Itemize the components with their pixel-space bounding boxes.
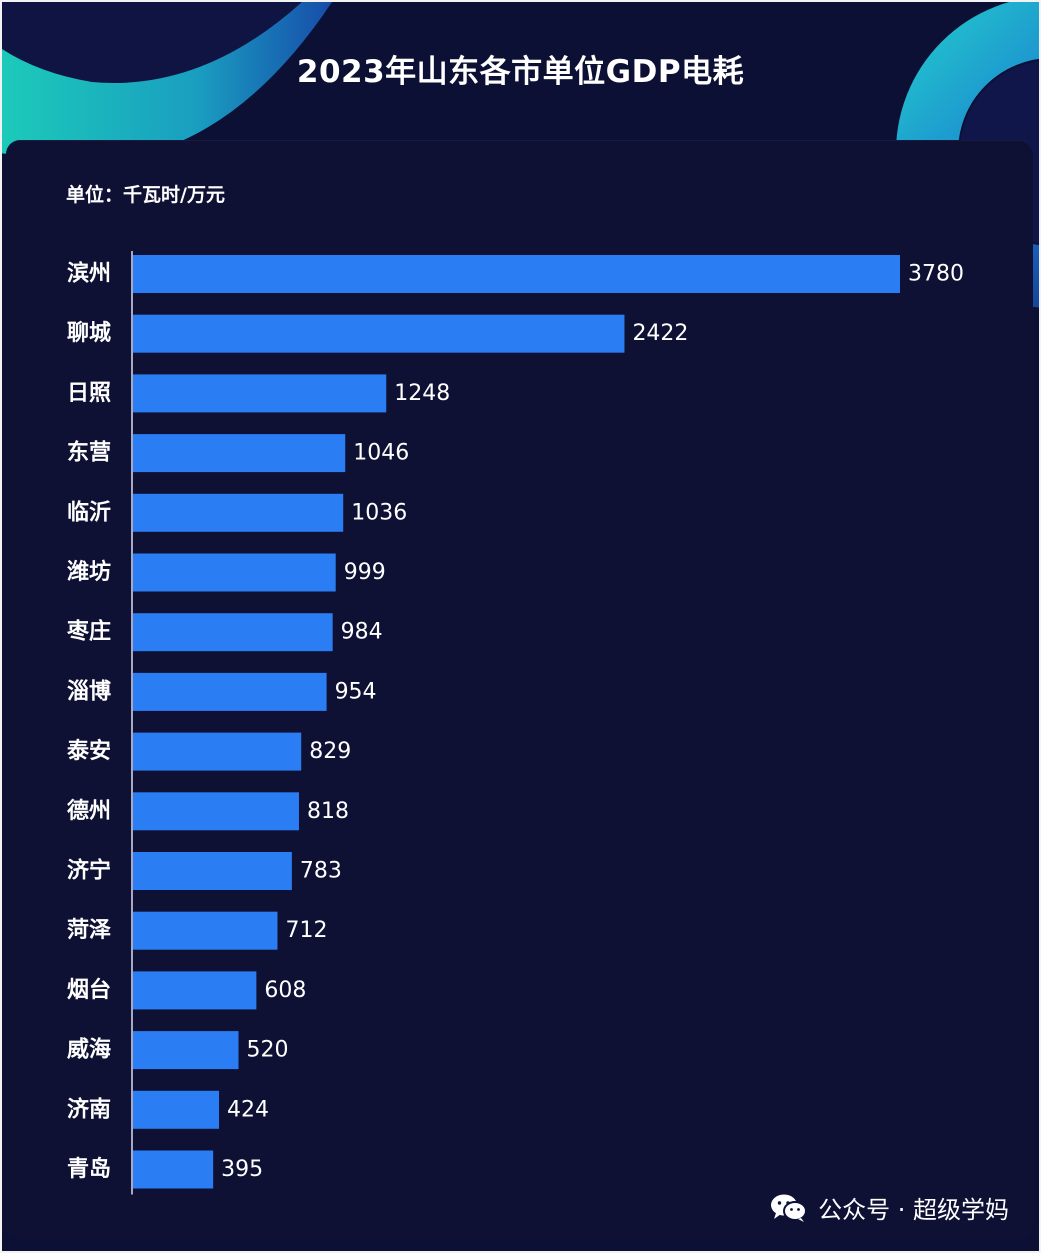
category-label: 东营 bbox=[67, 440, 111, 466]
bar bbox=[133, 553, 336, 592]
category-label: 聊城 bbox=[67, 320, 111, 346]
bar bbox=[133, 314, 625, 353]
category-label: 滨州 bbox=[67, 261, 111, 287]
category-label: 潍坊 bbox=[67, 559, 111, 585]
bar bbox=[133, 792, 299, 831]
value-label: 712 bbox=[285, 918, 327, 943]
value-label: 999 bbox=[344, 560, 386, 585]
value-label: 424 bbox=[227, 1097, 269, 1122]
category-label: 日照 bbox=[67, 381, 111, 406]
value-label: 3780 bbox=[908, 262, 964, 287]
value-label: 2422 bbox=[632, 321, 688, 346]
value-label: 1046 bbox=[353, 441, 409, 466]
unit-label: 单位：千瓦时/万元 bbox=[66, 184, 225, 206]
value-label: 520 bbox=[247, 1038, 289, 1063]
category-label: 青岛 bbox=[67, 1156, 111, 1182]
value-label: 818 bbox=[307, 799, 349, 824]
category-label: 威海 bbox=[67, 1037, 111, 1063]
category-label: 泰安 bbox=[66, 738, 111, 764]
bar bbox=[133, 374, 387, 413]
bar bbox=[133, 255, 900, 293]
bar bbox=[133, 1150, 214, 1189]
category-label: 济南 bbox=[67, 1096, 111, 1122]
bar bbox=[133, 434, 346, 473]
value-label: 608 bbox=[264, 978, 306, 1003]
bar bbox=[133, 672, 327, 711]
top-left-arc-inner bbox=[2, 2, 302, 83]
wechat-icon bbox=[771, 1194, 808, 1222]
bar bbox=[133, 1090, 220, 1129]
bar bbox=[133, 493, 344, 532]
value-label: 1036 bbox=[351, 500, 407, 525]
category-label: 德州 bbox=[67, 798, 111, 824]
category-label: 枣庄 bbox=[66, 619, 111, 645]
category-label: 菏泽 bbox=[67, 918, 111, 943]
category-label: 烟台 bbox=[67, 977, 111, 1003]
value-label: 829 bbox=[309, 739, 351, 764]
bar bbox=[133, 613, 333, 652]
category-label: 淄博 bbox=[67, 678, 111, 704]
watermark: 公众号 · 超级学妈 bbox=[770, 1190, 1009, 1225]
bar bbox=[133, 971, 257, 1010]
value-label: 984 bbox=[341, 620, 383, 645]
value-label: 783 bbox=[300, 859, 342, 884]
bar bbox=[133, 852, 292, 890]
bar bbox=[133, 1031, 239, 1070]
value-label: 395 bbox=[221, 1157, 263, 1182]
bar bbox=[133, 732, 302, 771]
category-label: 临沂 bbox=[67, 499, 111, 525]
category-label: 济宁 bbox=[67, 858, 111, 884]
value-label: 1248 bbox=[394, 381, 450, 406]
bar bbox=[133, 911, 278, 950]
watermark-text: 公众号 · 超级学妈 bbox=[818, 1196, 1009, 1224]
value-label: 954 bbox=[335, 679, 377, 704]
chart-title: 2023年山东各市单位GDP电耗 bbox=[296, 54, 745, 90]
